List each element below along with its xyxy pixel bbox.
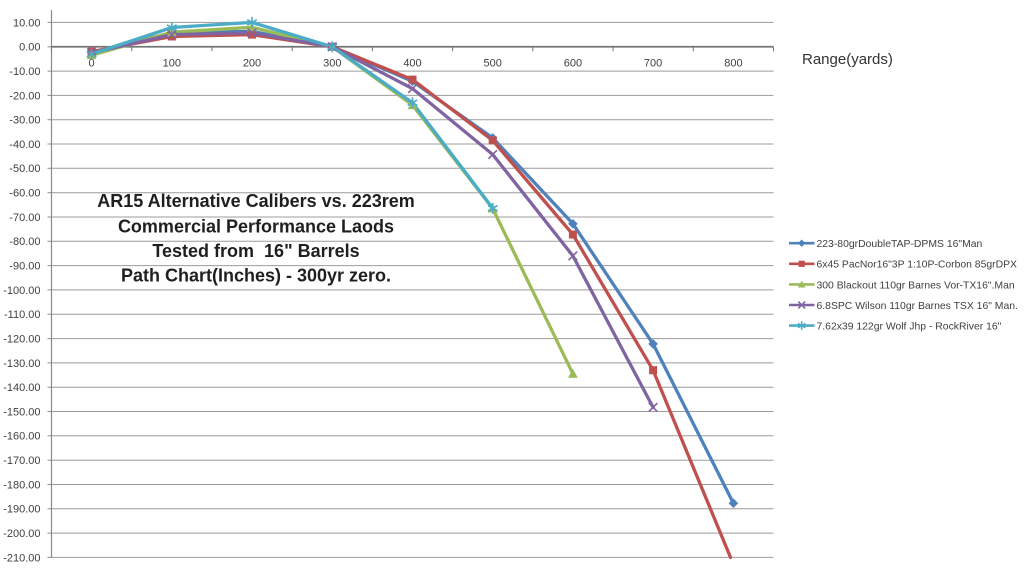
svg-text:-30.00: -30.00 bbox=[9, 115, 40, 127]
svg-text:-70.00: -70.00 bbox=[9, 212, 40, 224]
svg-text:7.62x39 122gr Wolf Jhp - RockR: 7.62x39 122gr Wolf Jhp - RockRiver 16" bbox=[817, 322, 1002, 333]
svg-text:400: 400 bbox=[403, 58, 421, 70]
svg-text:Range(yards): Range(yards) bbox=[802, 51, 893, 68]
svg-text:-190.00: -190.00 bbox=[3, 504, 40, 516]
svg-text:-20.00: -20.00 bbox=[9, 90, 40, 102]
svg-text:-10.00: -10.00 bbox=[9, 66, 40, 78]
svg-text:300: 300 bbox=[323, 58, 341, 70]
svg-text:-170.00: -170.00 bbox=[3, 455, 40, 467]
svg-text:223-80grDoubleTAP-DPMS 16"Man: 223-80grDoubleTAP-DPMS 16"Man bbox=[817, 239, 983, 250]
svg-text:-90.00: -90.00 bbox=[9, 261, 40, 273]
svg-text:-180.00: -180.00 bbox=[3, 479, 40, 491]
svg-text:6x45 PacNor16"3P 1:10P-Corbon: 6x45 PacNor16"3P 1:10P-Corbon 85grDPX bbox=[817, 260, 1018, 271]
svg-text:700: 700 bbox=[644, 58, 662, 70]
svg-text:100: 100 bbox=[163, 58, 181, 70]
svg-text:800: 800 bbox=[724, 58, 742, 70]
svg-text:AR15 Alternative Calibers vs.: AR15 Alternative Calibers vs. 223rem bbox=[97, 191, 415, 211]
svg-text:-210.00: -210.00 bbox=[3, 552, 40, 564]
svg-text:-130.00: -130.00 bbox=[3, 358, 40, 370]
svg-text:300 Blackout 110gr Barnes Vor-: 300 Blackout 110gr Barnes Vor-TX16".Man bbox=[817, 280, 1015, 291]
svg-text:600: 600 bbox=[564, 58, 582, 70]
svg-text:-140.00: -140.00 bbox=[3, 382, 40, 394]
svg-text:-120.00: -120.00 bbox=[3, 334, 40, 346]
svg-text:-100.00: -100.00 bbox=[3, 285, 40, 297]
svg-text:-160.00: -160.00 bbox=[3, 431, 40, 443]
svg-text:-50.00: -50.00 bbox=[9, 163, 40, 175]
svg-text:6.8SPC Wilson 110gr Barnes TSX: 6.8SPC Wilson 110gr Barnes TSX 16" Man. bbox=[817, 301, 1018, 312]
svg-text:-110.00: -110.00 bbox=[4, 309, 41, 321]
svg-text:Path Chart(Inches) - 300yr zer: Path Chart(Inches) - 300yr zero. bbox=[121, 266, 391, 286]
svg-text:500: 500 bbox=[484, 58, 502, 70]
svg-text:-40.00: -40.00 bbox=[9, 139, 40, 151]
svg-text:Commercial Performance Laods: Commercial Performance Laods bbox=[118, 216, 394, 236]
svg-text:-60.00: -60.00 bbox=[9, 188, 40, 200]
svg-text:0.00: 0.00 bbox=[19, 42, 40, 54]
svg-text:-80.00: -80.00 bbox=[9, 236, 40, 248]
svg-text:-200.00: -200.00 bbox=[3, 528, 40, 540]
svg-text:10.00: 10.00 bbox=[13, 17, 41, 29]
svg-text:0: 0 bbox=[89, 58, 95, 70]
svg-text:-150.00: -150.00 bbox=[3, 406, 40, 418]
svg-text:Tested from 16" Barrels: Tested from 16" Barrels bbox=[152, 241, 359, 261]
svg-text:200: 200 bbox=[243, 58, 261, 70]
